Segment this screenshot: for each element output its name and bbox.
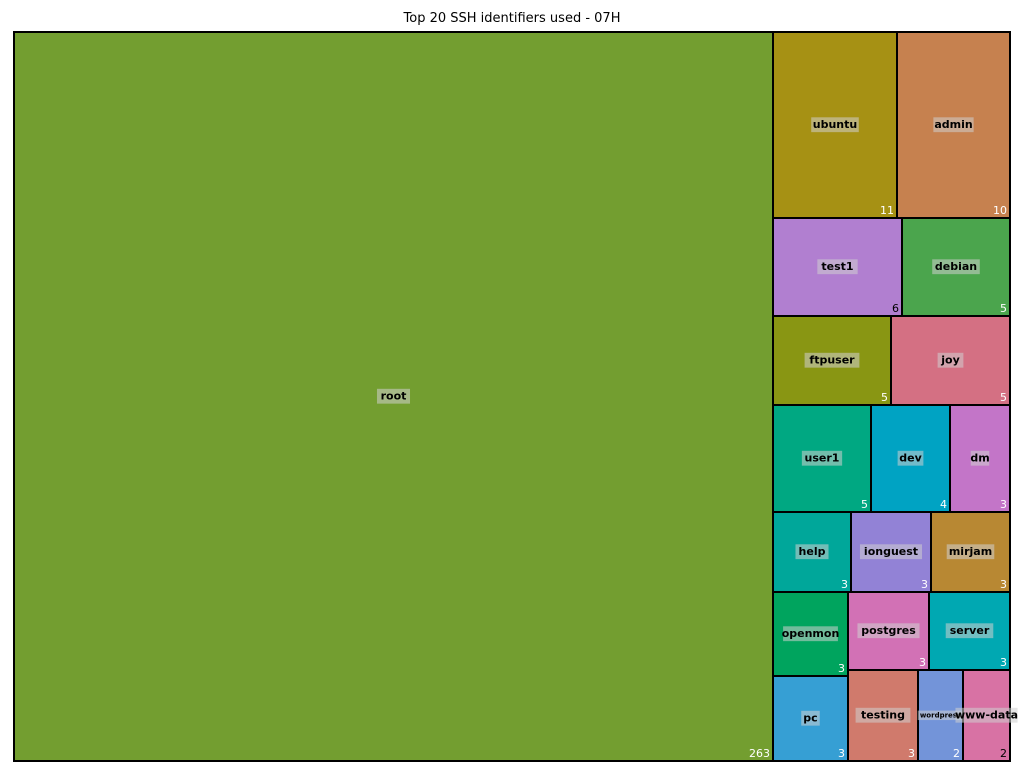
cell-value-user1: 5 [861, 498, 868, 511]
cell-label-joy: joy [940, 354, 960, 367]
treemap-cell-postgres: postgres 3 [847, 591, 930, 671]
cell-value-postgres: 3 [919, 656, 926, 669]
cell-label-bg [945, 623, 994, 639]
treemap-cell-testing: testing 3 [847, 669, 919, 762]
cell-label-bg [855, 707, 911, 723]
cell-value-testing: 3 [908, 747, 915, 760]
cell-value-openmon: 3 [838, 662, 845, 675]
cell-value-www-data: 2 [1000, 747, 1007, 760]
cell-label-mirjam: mirjam [949, 545, 992, 558]
treemap-cell-ftpuser: ftpuser 5 [772, 315, 892, 406]
treemap-cell-dm: dm 3 [949, 404, 1011, 513]
chart-title: Top 20 SSH identifiers used - 07H [403, 11, 621, 26]
treemap-cell-user1: user1 5 [772, 404, 872, 513]
cell-label-ubuntu: ubuntu [813, 118, 857, 131]
cell-label-help: help [799, 545, 826, 558]
cell-value-test1: 6 [892, 302, 899, 315]
cell-label-bg [933, 117, 974, 133]
cell-label-bg [817, 259, 858, 275]
cell-label-www-data: www-data [955, 709, 1018, 722]
cell-value-admin: 10 [993, 204, 1007, 217]
treemap-cell-ionguest: ionguest 3 [850, 511, 932, 593]
cell-label-bg [897, 450, 924, 466]
cell-value-server: 3 [1000, 656, 1007, 669]
cell-value-dev: 4 [940, 498, 947, 511]
cell-label-ftpuser: ftpuser [809, 354, 855, 367]
cell-label-bg [376, 388, 411, 404]
cell-value-debian: 5 [1000, 302, 1007, 315]
cell-value-pc: 3 [838, 747, 845, 760]
cell-label-openmon: openmon [782, 627, 840, 640]
treemap-cell-joy: joy 5 [890, 315, 1011, 406]
cell-label-bg [937, 352, 964, 368]
cell-label-bg [917, 710, 964, 721]
cell-label-bg [804, 352, 860, 368]
cell-label-bg [946, 544, 995, 560]
cell-label-bg [783, 626, 838, 642]
cell-label-bg [859, 544, 923, 560]
cell-label-debian: debian [935, 260, 977, 273]
treemap-cell-pc: pc 3 [772, 675, 849, 762]
cell-label-wordpress: wordpress [920, 712, 961, 720]
cell-value-help: 3 [841, 578, 848, 591]
cell-label-server: server [950, 624, 990, 637]
treemap-cell-test1: test1 6 [772, 217, 903, 317]
cell-label-testing: testing [861, 709, 905, 722]
cell-label-ionguest: ionguest [864, 545, 918, 558]
treemap-cell-ubuntu: ubuntu 11 [772, 31, 898, 219]
cell-label-bg [801, 450, 843, 466]
cell-label-bg [970, 450, 990, 466]
treemap-cell-server: server 3 [928, 591, 1011, 671]
cell-label-pc: pc [803, 712, 817, 725]
cell-value-ubuntu: 11 [880, 204, 894, 217]
cell-value-dm: 3 [1000, 498, 1007, 511]
cell-label-dev: dev [899, 452, 922, 465]
cell-label-bg [955, 707, 1018, 723]
cell-value-ftpuser: 5 [881, 391, 888, 404]
treemap-cell-mirjam: mirjam 3 [930, 511, 1011, 593]
treemap-cell-root: root 263 [13, 31, 774, 762]
treemap-cell-admin: admin 10 [896, 31, 1011, 219]
cell-value-root: 263 [749, 747, 770, 760]
cell-value-mirjam: 3 [1000, 578, 1007, 591]
cell-label-dm: dm [970, 452, 989, 465]
cell-label-user1: user1 [805, 452, 840, 465]
cell-label-bg [811, 117, 859, 133]
cell-label-test1: test1 [821, 260, 853, 273]
treemap-cell-dev: dev 4 [870, 404, 951, 513]
cell-value-ionguest: 3 [921, 578, 928, 591]
cell-value-wordpress: 2 [953, 747, 960, 760]
treemap-cell-help: help 3 [772, 511, 852, 593]
cell-label-bg [795, 544, 829, 560]
cell-label-root: root [381, 390, 407, 403]
cell-value-joy: 5 [1000, 391, 1007, 404]
cell-label-bg [857, 623, 920, 639]
cell-label-postgres: postgres [861, 624, 916, 637]
treemap-cell-www-data: www-data 2 [955, 669, 1018, 762]
cell-label-bg [932, 259, 980, 275]
treemap-cell-debian: debian 5 [901, 217, 1011, 317]
cell-label-bg [801, 710, 820, 726]
treemap-cell-openmon: openmon 3 [772, 591, 849, 677]
cell-label-admin: admin [934, 118, 972, 131]
